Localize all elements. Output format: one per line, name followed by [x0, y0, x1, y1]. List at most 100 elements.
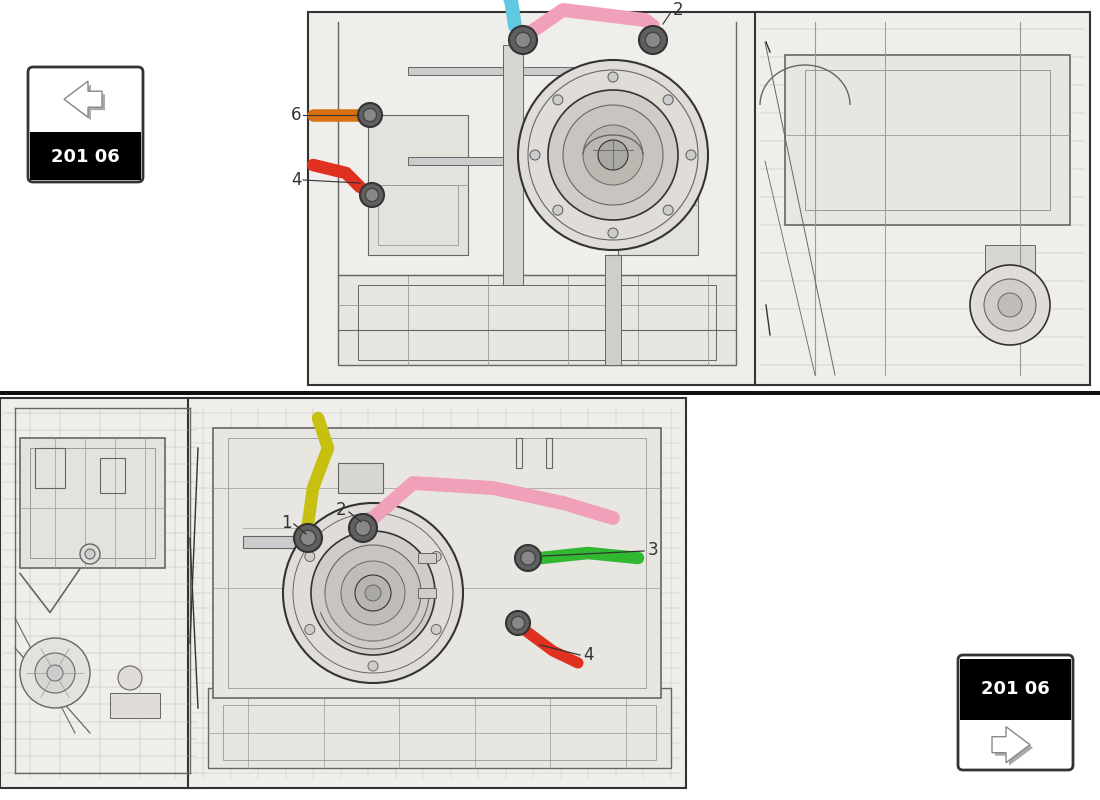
Bar — [368, 115, 468, 255]
Circle shape — [663, 95, 673, 105]
Circle shape — [35, 653, 75, 693]
Bar — [30, 448, 155, 558]
Circle shape — [368, 661, 378, 671]
Circle shape — [365, 585, 381, 601]
Bar — [228, 438, 646, 688]
Circle shape — [608, 228, 618, 238]
Bar — [110, 693, 160, 718]
Bar — [805, 70, 1050, 210]
Circle shape — [368, 515, 378, 525]
Polygon shape — [64, 82, 102, 118]
FancyBboxPatch shape — [28, 67, 143, 182]
Circle shape — [970, 265, 1050, 345]
Circle shape — [349, 514, 377, 542]
Circle shape — [583, 125, 643, 185]
Circle shape — [506, 611, 530, 635]
Text: 201 06: 201 06 — [980, 681, 1049, 698]
Circle shape — [311, 531, 434, 655]
Circle shape — [360, 183, 384, 207]
FancyBboxPatch shape — [958, 655, 1072, 770]
Circle shape — [341, 561, 405, 625]
Bar — [308, 12, 766, 385]
Circle shape — [663, 205, 673, 215]
Text: 3: 3 — [648, 541, 658, 559]
Circle shape — [686, 150, 696, 160]
Text: 4: 4 — [583, 646, 593, 664]
Circle shape — [365, 188, 378, 202]
Bar — [30, 132, 141, 180]
Text: 2: 2 — [336, 501, 346, 519]
Circle shape — [294, 524, 322, 552]
Circle shape — [518, 60, 708, 250]
Bar — [338, 463, 383, 493]
Circle shape — [515, 545, 541, 571]
Circle shape — [85, 549, 95, 559]
Bar — [0, 391, 1100, 395]
Circle shape — [512, 616, 525, 630]
Bar — [960, 659, 1071, 720]
Circle shape — [300, 530, 316, 546]
Circle shape — [324, 545, 421, 641]
Bar — [755, 12, 1090, 385]
Bar — [35, 448, 65, 488]
Bar — [418, 553, 436, 563]
Circle shape — [984, 279, 1036, 331]
Bar — [408, 67, 648, 75]
Circle shape — [530, 150, 540, 160]
Circle shape — [431, 551, 441, 562]
Text: 4: 4 — [290, 171, 301, 189]
Circle shape — [355, 575, 390, 611]
Bar — [338, 275, 736, 365]
Circle shape — [646, 32, 661, 48]
Circle shape — [358, 103, 382, 127]
Circle shape — [305, 625, 315, 634]
Bar — [503, 45, 522, 285]
Circle shape — [118, 666, 142, 690]
Circle shape — [548, 90, 678, 220]
Text: 2: 2 — [673, 1, 683, 19]
Bar — [984, 245, 1035, 275]
Circle shape — [47, 665, 63, 681]
Circle shape — [509, 26, 537, 54]
Text: 6: 6 — [290, 106, 301, 124]
Circle shape — [639, 26, 667, 54]
Bar — [223, 705, 656, 760]
Bar — [358, 285, 716, 360]
Bar — [785, 55, 1070, 225]
Circle shape — [355, 520, 371, 536]
Bar — [605, 255, 621, 365]
Polygon shape — [996, 730, 1033, 766]
Circle shape — [521, 551, 535, 565]
Circle shape — [138, 695, 153, 711]
Circle shape — [553, 205, 563, 215]
Bar — [208, 688, 671, 768]
Bar — [213, 428, 661, 698]
Bar — [418, 588, 436, 598]
Circle shape — [598, 140, 628, 170]
Circle shape — [998, 293, 1022, 317]
Polygon shape — [992, 726, 1030, 762]
Bar — [618, 155, 698, 255]
Bar — [188, 398, 686, 788]
Bar — [378, 185, 458, 245]
Circle shape — [80, 544, 100, 564]
Circle shape — [608, 72, 618, 82]
Bar — [20, 438, 165, 568]
Bar — [100, 458, 125, 493]
Bar — [408, 157, 648, 165]
Circle shape — [515, 32, 530, 48]
Bar — [516, 438, 522, 468]
Circle shape — [20, 638, 90, 708]
Circle shape — [283, 503, 463, 683]
Text: a Parts catalogue: a Parts catalogue — [317, 536, 543, 674]
Polygon shape — [67, 84, 104, 120]
Text: a Parts catalogue: a Parts catalogue — [476, 121, 704, 259]
Bar — [0, 398, 200, 788]
Circle shape — [431, 625, 441, 634]
Circle shape — [363, 108, 376, 122]
Bar — [546, 438, 552, 468]
Circle shape — [553, 95, 563, 105]
Bar — [243, 536, 333, 548]
Circle shape — [305, 551, 315, 562]
Text: 1: 1 — [280, 514, 292, 532]
